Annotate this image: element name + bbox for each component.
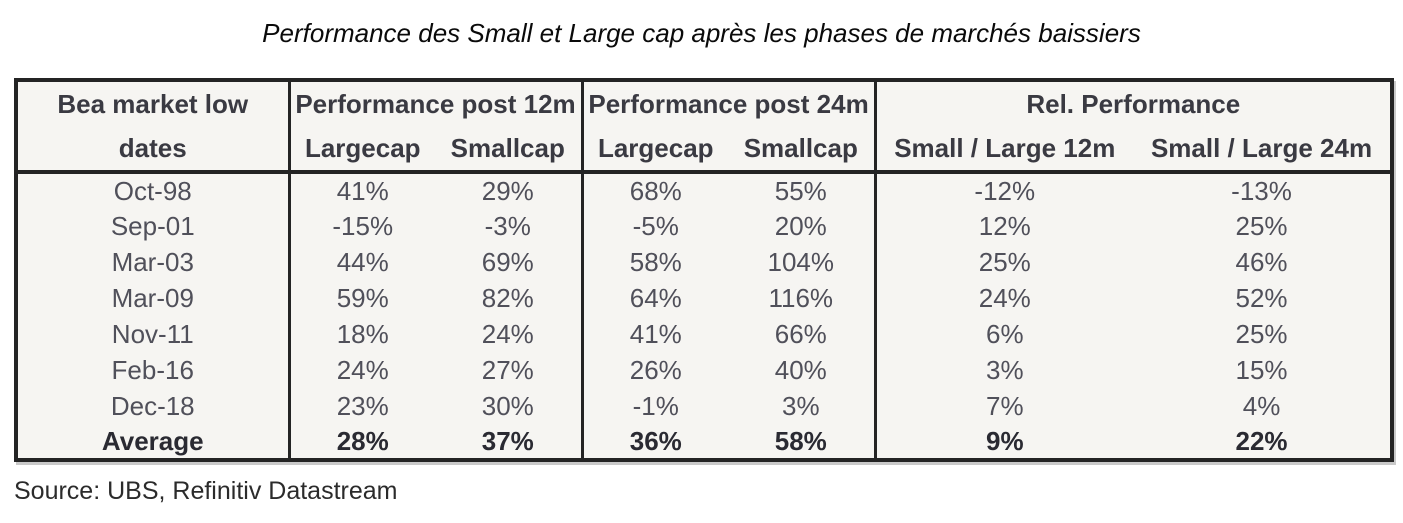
- value-cell: 68%: [580, 170, 729, 208]
- value-cell: 116%: [768, 282, 834, 313]
- value-cell: -3%: [484, 210, 531, 241]
- value-cell: 25%: [1235, 210, 1288, 241]
- value-cell: 28%: [287, 424, 435, 460]
- value-cell: 69%: [481, 246, 534, 277]
- value-cell: 30%: [481, 390, 534, 421]
- value-cell: 7%: [873, 388, 1134, 424]
- performance-table: Bea market low dates Performance post 12…: [14, 78, 1395, 462]
- value-cell: 18%: [287, 316, 435, 352]
- value-cell: 9%: [873, 424, 1134, 460]
- table-row: Feb-16 24% 27% 26% 40% 3% 15%: [16, 352, 1392, 388]
- sub-header-rel-12m: Small / Large 12m: [873, 127, 1134, 172]
- value-cell: -15%: [287, 208, 435, 244]
- sub-header-largecap-12m: Largecap: [287, 127, 435, 172]
- chart-title: Performance des Small et Large cap après…: [262, 18, 1141, 48]
- corner-header-line1: Bea market low: [57, 89, 249, 119]
- group-header-row: Bea market low dates Performance post 12…: [16, 80, 1393, 163]
- table-row: Mar-03 44% 69% 58% 104% 25% 46%: [16, 244, 1392, 280]
- value-cell: 66%: [774, 318, 827, 349]
- value-cell: 41%: [287, 170, 435, 208]
- value-cell: 24%: [873, 280, 1134, 316]
- table-body: Oct-98 41% 29% 68% 55% -12% -13% Sep-01 …: [16, 170, 1393, 460]
- table-row: Nov-11 18% 24% 41% 66% 6% 25%: [16, 316, 1392, 352]
- value-cell: 3%: [781, 390, 820, 421]
- value-cell: 37%: [481, 425, 534, 456]
- sub-header-smallcap-24m: Smallcap: [743, 133, 858, 163]
- value-cell: -5%: [580, 208, 729, 244]
- sub-header-smallcap-12m: Smallcap: [450, 133, 565, 163]
- value-cell: 22%: [1235, 425, 1288, 456]
- value-cell: 41%: [580, 316, 729, 352]
- value-cell: 6%: [873, 316, 1134, 352]
- value-cell: -12%: [873, 170, 1134, 208]
- source-note: Source: UBS, Refinitiv Datastream: [14, 477, 398, 505]
- table-row: Sep-01 -15% -3% -5% 20% 12% 25%: [16, 208, 1392, 244]
- date-cell: Oct-98: [16, 170, 289, 208]
- value-cell: 3%: [873, 352, 1134, 388]
- value-cell: 44%: [287, 244, 435, 280]
- value-cell: 55%: [728, 170, 876, 208]
- date-cell: Mar-09: [111, 282, 194, 313]
- value-cell: 26%: [580, 352, 729, 388]
- value-cell: 27%: [481, 354, 534, 385]
- value-cell: 64%: [580, 280, 729, 316]
- value-cell: 20%: [774, 210, 827, 241]
- value-cell: 104%: [767, 246, 835, 277]
- value-cell: 24%: [481, 318, 534, 349]
- average-row: Average 28% 37% 36% 58% 9% 22%: [16, 424, 1392, 460]
- sub-header-largecap-24m: Largecap: [580, 127, 729, 172]
- date-cell: Dec-18: [110, 390, 195, 421]
- value-cell: 15%: [1235, 354, 1288, 385]
- table-row: Dec-18 23% 30% -1% 3% 7% 4%: [16, 388, 1392, 424]
- value-cell: 58%: [580, 244, 729, 280]
- value-cell: 25%: [1235, 318, 1288, 349]
- value-cell: 24%: [287, 352, 435, 388]
- date-cell: Feb-16: [111, 354, 194, 385]
- value-cell: 82%: [481, 282, 534, 313]
- group-header-rel-performance: Rel. Performance: [873, 80, 1393, 128]
- group-header-post-12m: Performance post 12m: [287, 80, 583, 128]
- table-row: Mar-09 59% 82% 64% 116% 24% 52%: [16, 280, 1392, 316]
- value-cell: 12%: [873, 208, 1134, 244]
- value-cell: 46%: [1235, 246, 1288, 277]
- table-row: Oct-98 41% 29% 68% 55% -12% -13%: [16, 170, 1393, 208]
- value-cell: 59%: [287, 280, 435, 316]
- value-cell: 52%: [1235, 282, 1288, 313]
- sub-header-row: Largecap Smallcap Largecap Smallcap Smal…: [16, 127, 1392, 172]
- average-label-cell: Average: [101, 425, 204, 456]
- table-header: Bea market low dates Performance post 12…: [16, 80, 1393, 172]
- value-cell: 29%: [435, 170, 583, 208]
- date-cell: Sep-01: [110, 210, 195, 241]
- corner-header-dates: Bea market low dates: [16, 80, 289, 172]
- value-cell: 4%: [1242, 390, 1281, 421]
- value-cell: -1%: [580, 388, 729, 424]
- value-cell: 25%: [873, 244, 1134, 280]
- value-cell: 23%: [287, 388, 435, 424]
- value-cell: 40%: [774, 354, 827, 385]
- group-header-post-24m: Performance post 24m: [580, 80, 876, 128]
- value-cell: -13%: [1133, 170, 1393, 208]
- value-cell: 58%: [774, 425, 827, 456]
- sub-header-rel-24m: Small / Large 24m: [1150, 133, 1373, 163]
- date-cell: Mar-03: [111, 246, 194, 277]
- date-cell: Nov-11: [111, 318, 194, 349]
- value-cell: 36%: [580, 424, 729, 460]
- corner-header-line2: dates: [118, 133, 187, 163]
